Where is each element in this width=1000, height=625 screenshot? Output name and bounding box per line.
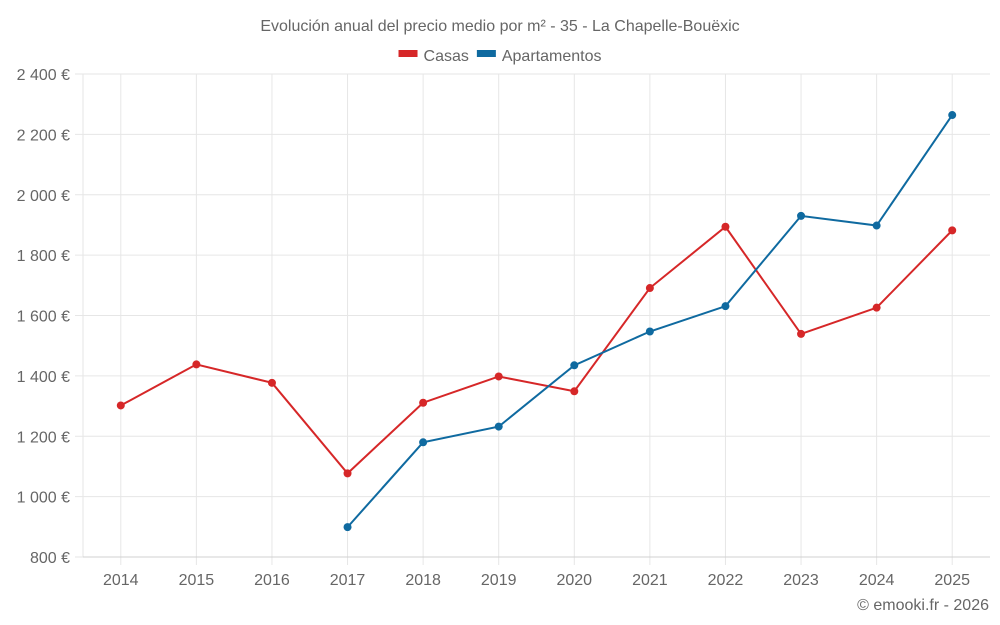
x-axis: 2014 2015 2016 2017 2018 2019 2020 2021 2022 2023… (83, 556, 990, 589)
data-point[interactable] (419, 398, 428, 407)
data-point[interactable] (192, 360, 201, 369)
data-point[interactable] (343, 523, 352, 532)
y-tick-label: 800 € (30, 550, 70, 567)
legend: Casas Apartamentos (398, 48, 602, 65)
data-point[interactable] (721, 302, 730, 311)
grid (82, 73, 990, 565)
y-tick-label: 1 400 € (17, 369, 70, 386)
y-tick-label: 2 200 € (17, 127, 70, 144)
y-axis: 800 € 1 000 € 1 200 € 1 400 € 1 600 € 1 800 €… (17, 67, 83, 567)
legend-swatch (476, 50, 496, 57)
legend-label: Apartamentos (502, 48, 602, 65)
x-tick-label: 2016 (254, 572, 290, 589)
legend-item-apartamentos[interactable]: Apartamentos (476, 48, 602, 65)
y-tick-label: 1 200 € (17, 429, 70, 446)
data-point[interactable] (419, 438, 428, 447)
x-tick-label: 2025 (934, 572, 970, 589)
data-point[interactable] (494, 372, 503, 381)
x-tick-label: 2018 (405, 572, 441, 589)
x-tick-label: 2017 (330, 572, 366, 589)
x-tick-label: 2024 (859, 572, 895, 589)
series-apartamentos (343, 111, 957, 532)
data-point[interactable] (872, 303, 881, 312)
series-line (120, 225, 953, 475)
x-tick-label: 2020 (556, 572, 592, 589)
y-tick-label: 2 400 € (17, 67, 70, 84)
copyright-footer: © emooki.fr - 2026 (857, 597, 989, 614)
y-tick-label: 1 800 € (17, 248, 70, 265)
data-point[interactable] (343, 469, 352, 478)
x-tick-label: 2023 (783, 572, 819, 589)
legend-swatch (398, 50, 418, 57)
data-point[interactable] (116, 401, 125, 410)
data-point[interactable] (721, 222, 730, 231)
x-tick-label: 2021 (632, 572, 668, 589)
chart-title: Evolución anual del precio medio por m² … (260, 18, 739, 35)
y-tick-label: 1 000 € (17, 490, 70, 507)
data-point[interactable] (872, 221, 881, 230)
x-tick-label: 2015 (179, 572, 215, 589)
data-point[interactable] (645, 327, 654, 336)
data-point[interactable] (948, 111, 957, 120)
y-tick-label: 2 000 € (17, 188, 70, 205)
y-tick-label: 1 600 € (17, 309, 70, 326)
data-point[interactable] (570, 387, 579, 396)
data-point[interactable] (267, 378, 276, 387)
data-point[interactable] (570, 361, 579, 370)
x-tick-label: 2014 (103, 572, 139, 589)
legend-item-casas[interactable]: Casas (398, 48, 469, 65)
data-point[interactable] (797, 211, 806, 220)
data-point[interactable] (645, 284, 654, 293)
legend-label: Casas (424, 48, 469, 65)
x-tick-label: 2022 (708, 572, 744, 589)
series-layer (116, 111, 957, 532)
data-point[interactable] (797, 329, 806, 338)
series-casas (116, 222, 957, 478)
data-point[interactable] (948, 226, 957, 235)
x-tick-label: 2019 (481, 572, 517, 589)
data-point[interactable] (494, 422, 503, 431)
